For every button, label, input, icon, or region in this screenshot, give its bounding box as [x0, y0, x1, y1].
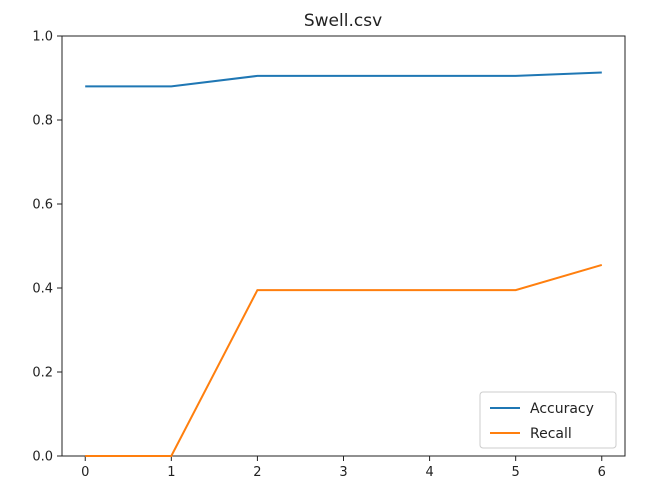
series-lines: [85, 71, 603, 457]
x-tick-label: 5: [512, 465, 520, 480]
x-tick-label: 1: [167, 465, 175, 480]
x-tick-label: 6: [598, 465, 606, 480]
legend-label-recall: Recall: [530, 426, 572, 442]
x-tick-label: 4: [425, 465, 433, 480]
legend: Accuracy Recall: [479, 391, 617, 449]
x-axis: 0 1 2 3 4 5 6: [81, 456, 606, 480]
series-line-recall: [85, 263, 603, 457]
y-tick-label: 0.2: [32, 366, 53, 381]
y-tick-label: 1.0: [32, 30, 53, 45]
x-tick-label: 0: [81, 465, 89, 480]
legend-label-accuracy: Accuracy: [530, 401, 594, 417]
y-tick-label: 0.6: [32, 198, 53, 213]
chart-title: Swell.csv: [304, 11, 382, 31]
y-tick-label: 0.4: [32, 282, 53, 297]
series-line-accuracy: [85, 71, 602, 88]
y-tick-label: 0.0: [32, 450, 53, 465]
y-axis: 0.0 0.2 0.4 0.6 0.8 1.0: [32, 30, 62, 465]
y-tick-label: 0.8: [32, 114, 53, 129]
x-tick-label: 3: [339, 465, 347, 480]
x-tick-label: 2: [253, 465, 261, 480]
